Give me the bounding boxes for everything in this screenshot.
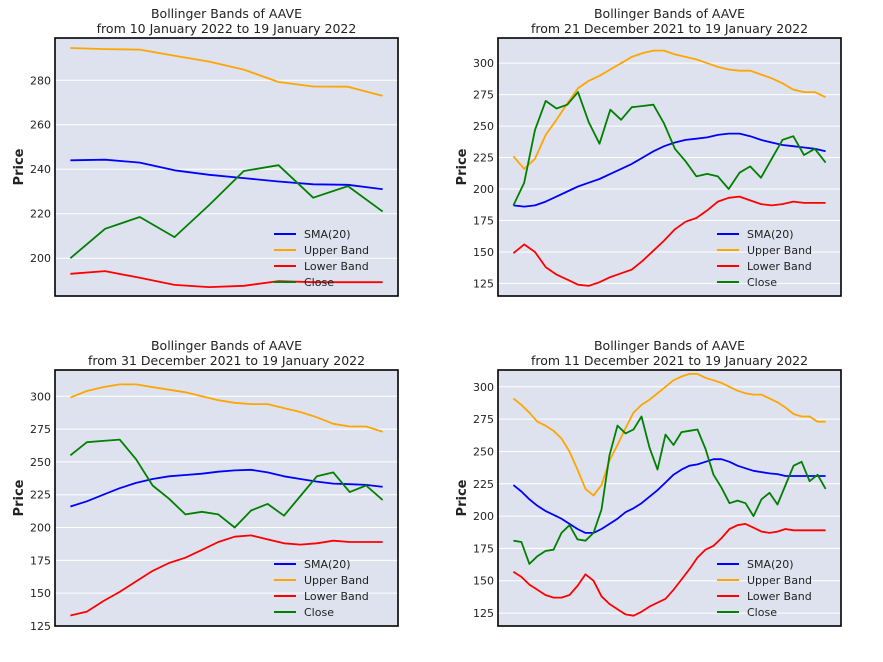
y-tick-label: 150 [30,587,51,600]
legend-label-upper: Upper Band [304,244,369,257]
plot-frame [54,369,399,627]
legend-label-sma: SMA(20) [747,228,794,241]
chart-panel-4: 125 150 175 200 225 250 275 300 Bollinger Bands … [455,338,842,627]
legend: SMA(20) Upper Band Lower Band Close [717,228,812,289]
legend-label-lower: Lower Band [304,260,369,273]
legend: SMA(20) Upper Band Lower Band Close [717,558,812,619]
y-tick-label: 300 [473,381,494,394]
series-line-lower [512,523,826,617]
series-line-lower [70,534,383,617]
y-tick-label: 250 [30,456,51,469]
legend-label-upper: Upper Band [747,244,812,257]
y-tick-label: 200 [473,183,494,196]
y-tick-label: 260 [30,119,51,132]
y-tick-label: 200 [473,510,494,523]
y-tick-label: 220 [30,208,51,221]
plot-area [498,370,841,626]
legend-label-sma: SMA(20) [747,558,794,571]
chart-title-line-2: from 11 December 2021 to 19 January 2022 [531,353,808,368]
chart-title-line-1: Bollinger Bands of AAVE [594,338,745,353]
series-line-upper [70,383,383,433]
y-axis-label: Price [455,148,470,185]
y-tick-label: 125 [473,277,494,290]
y-tick-label: 225 [473,152,494,165]
y-axis-label: Price [12,148,27,185]
y-tick-label: 300 [30,390,51,403]
legend-label-upper: Upper Band [747,574,812,587]
series-line-upper [70,47,383,97]
plot-area [55,38,398,296]
series-line-close [513,415,827,565]
chart-panel-1: 200 220 240 260 280 Bollinger Bands of AAVEfr… [12,6,399,297]
series-line-lower [512,195,826,287]
series-line-sma [70,158,383,191]
chart-panel-3: 125 150 175 200 225 250 275 300 Bollinger Bands … [12,338,399,633]
series-line-close [69,438,384,529]
legend-label-close: Close [304,276,334,289]
legend-label-lower: Lower Band [304,590,369,603]
legend-label-lower: Lower Band [747,590,812,603]
chart-title-line-2: from 21 December 2021 to 19 January 2022 [531,21,808,36]
y-tick-label: 275 [473,89,494,102]
chart-title-line-1: Bollinger Bands of AAVE [151,6,302,21]
series-line-sma [513,132,826,208]
y-tick-label: 225 [473,478,494,491]
y-tick-label: 125 [30,620,51,633]
legend: SMA(20) Upper Band Lower Band Close [274,558,369,619]
y-tick-label: 150 [473,575,494,588]
legend-label-close: Close [304,606,334,619]
chart-title-line-2: from 31 December 2021 to 19 January 2022 [88,353,365,368]
series-line-sma [512,458,826,534]
y-tick-label: 150 [473,246,494,259]
legend-label-close: Close [747,276,777,289]
y-tick-label: 175 [473,542,494,555]
legend-label-upper: Upper Band [304,574,369,587]
y-tick-label: 200 [30,252,51,265]
legend-label-close: Close [747,606,777,619]
plot-frame [54,37,399,297]
y-tick-label: 125 [473,607,494,620]
legend: SMA(20) Upper Band Lower Band Close [274,228,369,289]
y-tick-label: 175 [30,554,51,567]
legend-label-sma: SMA(20) [304,228,351,241]
series-line-sma [70,468,383,508]
y-tick-label: 275 [473,413,494,426]
series-line-close [69,164,384,259]
y-tick-label: 250 [473,120,494,133]
plot-area [498,38,841,296]
chart-title-line-2: from 10 January 2022 to 19 January 2022 [97,21,357,36]
y-tick-label: 280 [30,74,51,87]
series-line-close [512,91,827,206]
y-tick-label: 200 [30,522,51,535]
plot-frame [497,37,842,297]
chart-panel-2: 125 150 175 200 225 250 275 300 Bollinger Bands … [455,6,842,297]
plot-frame [497,369,842,627]
y-tick-label: 275 [30,423,51,436]
y-tick-label: 240 [30,163,51,176]
y-tick-label: 250 [473,445,494,458]
chart-title-line-1: Bollinger Bands of AAVE [151,338,302,353]
y-tick-label: 300 [473,57,494,70]
y-tick-label: 225 [30,489,51,502]
y-tick-label: 175 [473,214,494,227]
series-line-lower [70,270,383,289]
chart-title-line-1: Bollinger Bands of AAVE [594,6,745,21]
y-axis-label: Price [455,479,470,516]
legend-label-lower: Lower Band [747,260,812,273]
plot-area [55,370,398,626]
legend-label-sma: SMA(20) [304,558,351,571]
series-line-upper [512,372,826,497]
y-axis-label: Price [12,479,27,516]
